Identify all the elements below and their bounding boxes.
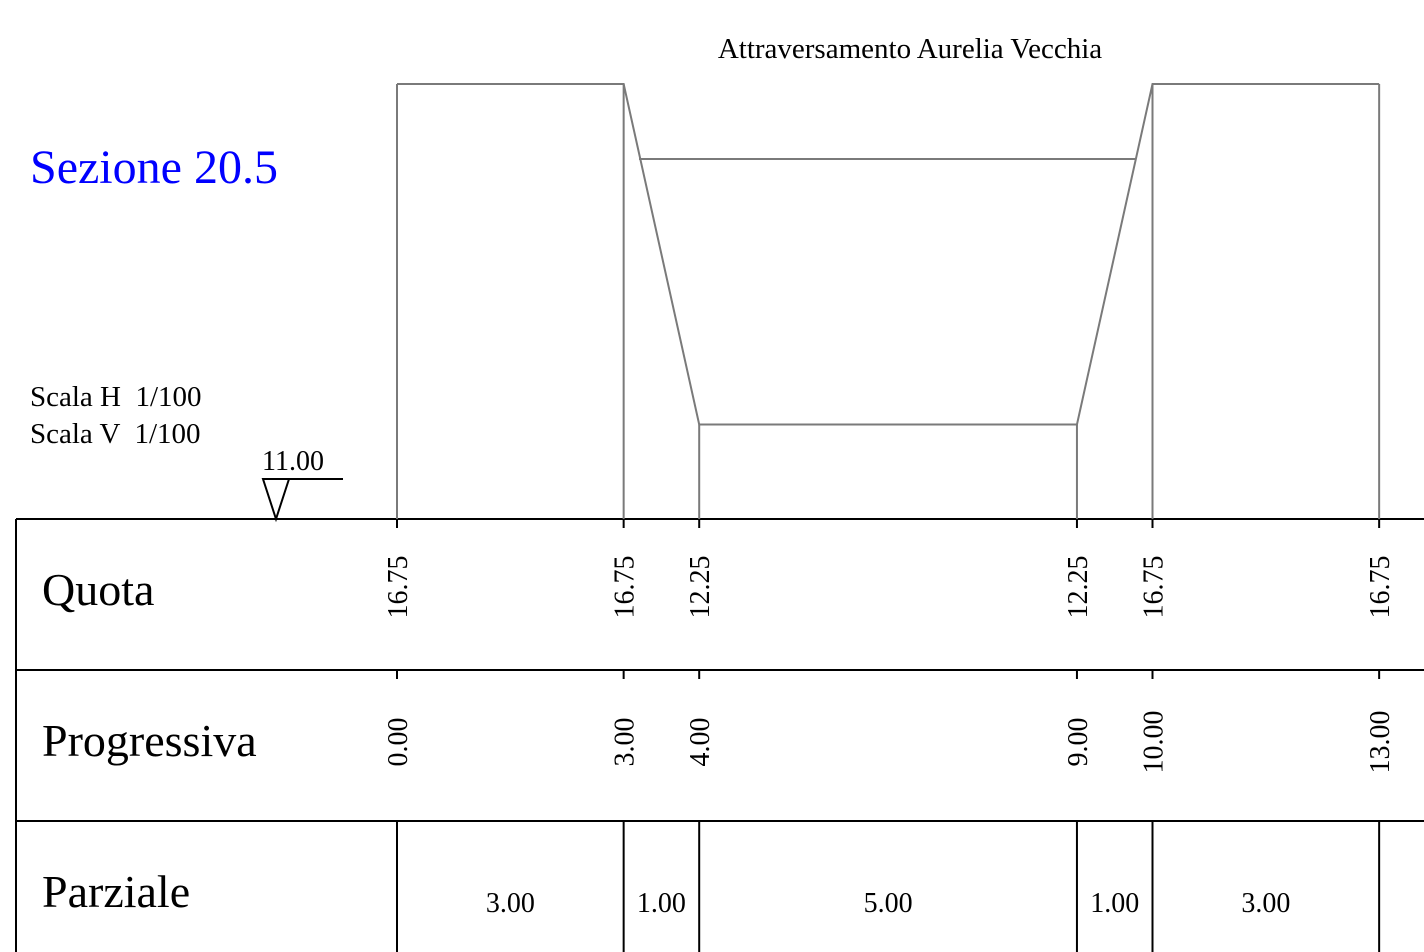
scale-h: Scala H 1/100 — [30, 381, 202, 413]
row-label: Parziale — [42, 866, 190, 917]
parziale-value: 1.00 — [1090, 888, 1139, 919]
parziale-value: 3.00 — [1241, 888, 1290, 919]
quota-value: 16.75 — [383, 556, 414, 619]
parziale-value: 1.00 — [637, 888, 686, 919]
parziale-value: 3.00 — [486, 888, 535, 919]
title: Sezione 20.5 — [30, 141, 278, 194]
row-label: Quota — [42, 564, 154, 615]
ground-profile — [397, 83, 1380, 426]
quota-value: 12.25 — [1063, 556, 1094, 619]
quota-value: 16.75 — [610, 556, 641, 619]
quota-value: 16.75 — [1139, 556, 1170, 619]
datum-symbol — [261, 478, 343, 523]
subtitle: Attraversamento Aurelia Vecchia — [718, 33, 1102, 65]
datum-label: 11.00 — [262, 446, 324, 477]
scale-v: Scala V 1/100 — [30, 418, 201, 450]
progressiva-value: 13.00 — [1365, 711, 1396, 774]
progressiva-value: 10.00 — [1139, 711, 1170, 774]
progressiva-value: 9.00 — [1063, 718, 1094, 767]
row-label: Progressiva — [42, 715, 257, 766]
quota-value: 16.75 — [1365, 556, 1396, 619]
quota-value: 12.25 — [685, 556, 716, 619]
table-frame — [15, 518, 1424, 952]
progressiva-value: 0.00 — [383, 718, 414, 767]
progressiva-value: 4.00 — [685, 718, 716, 767]
parziale-value: 5.00 — [864, 888, 913, 919]
progressiva-value: 3.00 — [610, 718, 641, 767]
